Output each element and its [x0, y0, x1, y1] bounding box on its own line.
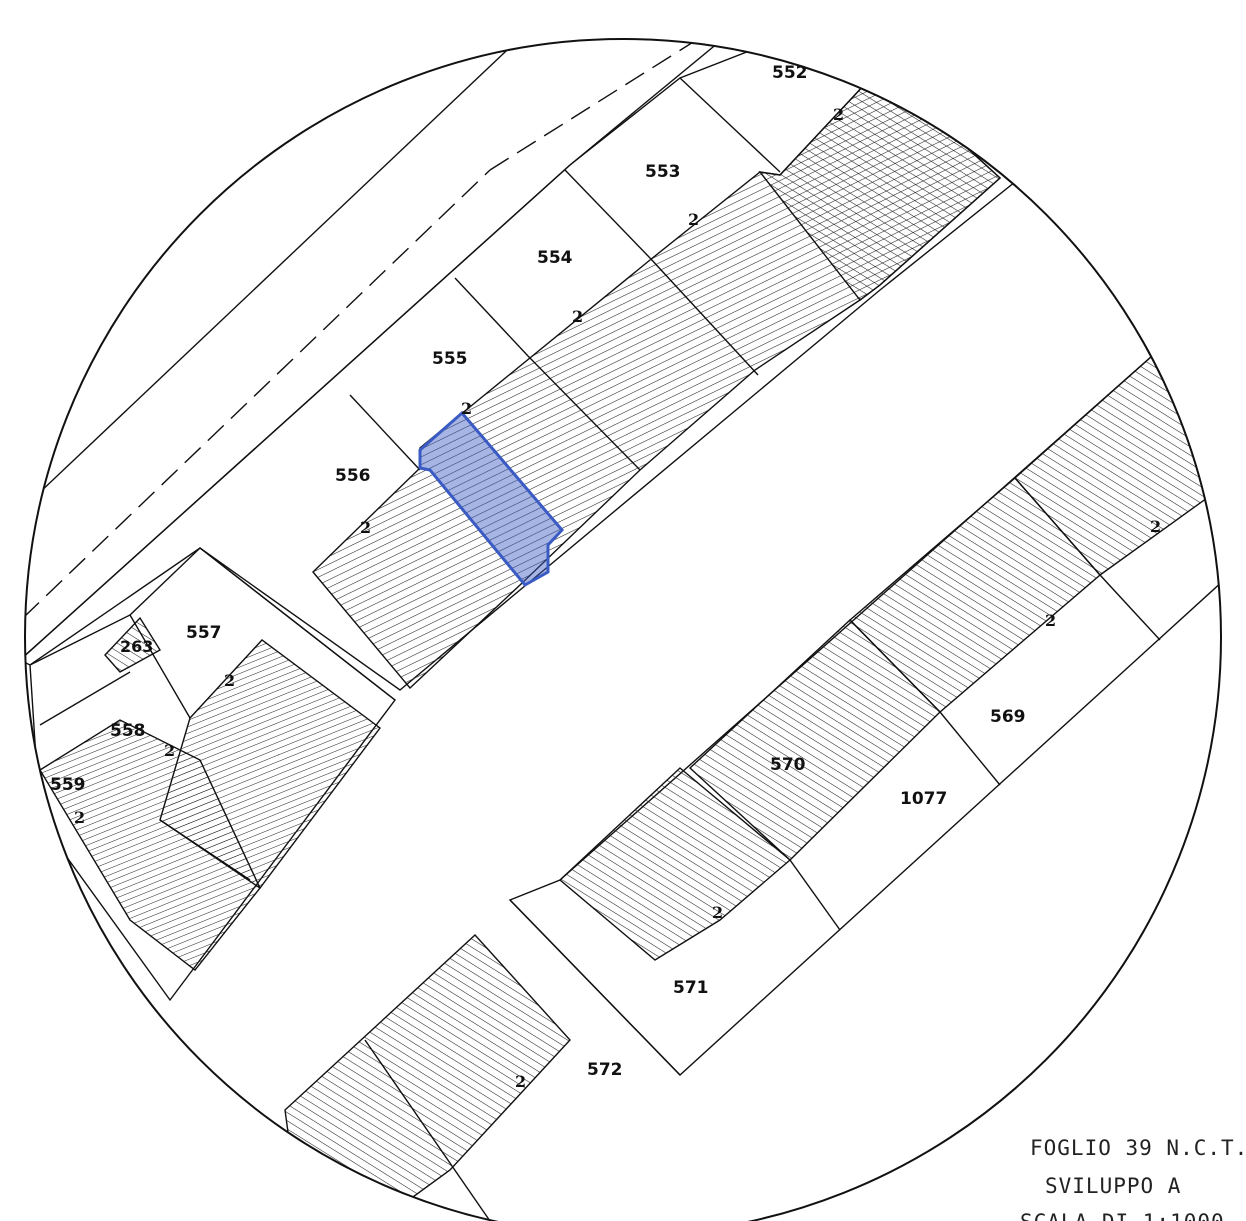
building-mark: 2 — [572, 307, 583, 326]
parcel-label-556: 556 — [335, 466, 371, 486]
parcel-boundary — [527, 355, 641, 471]
building-263 — [104, 616, 161, 673]
upper-block-outline — [25, 39, 1221, 691]
dashed-boundary-line — [25, 169, 491, 641]
building-mark: 2 — [1150, 517, 1161, 536]
map-circle-boundary — [24, 38, 1222, 1221]
road-edge-line — [25, 39, 561, 531]
building-mark: 2 — [74, 808, 85, 827]
building-mark: 2 — [515, 1072, 526, 1091]
building-mark: 2 — [1045, 611, 1056, 630]
building-mark: 2 — [833, 105, 844, 124]
parcel-label-553: 553 — [645, 162, 681, 182]
legend-development: SVILUPPO A — [1045, 1174, 1181, 1198]
highlighted-parcel[interactable] — [418, 410, 565, 587]
parcel-label-559: 559 — [50, 775, 86, 795]
building-mark: 2 — [461, 399, 472, 418]
building-mark: 2 — [224, 671, 235, 690]
building-572 — [284, 934, 571, 1221]
building-mark: 2 — [164, 741, 175, 760]
parcel-boundary — [349, 394, 421, 471]
parcel-label-1077: 1077 — [900, 789, 947, 809]
parcel-boundary — [159, 819, 251, 881]
parcel-boundary — [1099, 574, 1161, 641]
parcel-label-558: 558 — [110, 721, 146, 741]
parcel-label-569: 569 — [990, 707, 1026, 727]
parcel-boundary — [509, 899, 681, 1076]
parcel-boundary — [564, 169, 651, 259]
parcel-label-570: 570 — [770, 755, 806, 775]
parcel-boundary — [649, 257, 759, 376]
road-edge-line — [569, 39, 771, 166]
parcel-boundary — [39, 671, 131, 726]
legend-sheet: FOGLIO 39 N.C.T. — [1030, 1136, 1246, 1160]
building-mark: 2 — [360, 518, 371, 537]
parcel-boundary — [364, 1039, 491, 1221]
parcel-boundary — [129, 614, 191, 719]
building-571 — [558, 767, 792, 961]
dashed-boundary-line — [489, 39, 761, 171]
building-558-559 — [39, 719, 261, 971]
parcel-label-572: 572 — [587, 1060, 623, 1080]
parcel-label-571: 571 — [673, 978, 709, 998]
parcel-boundary — [939, 711, 1001, 786]
parcel-boundary — [454, 277, 529, 357]
building-mark: 2 — [688, 210, 699, 229]
parcel-boundary — [789, 859, 841, 931]
legend-scale: SCALA DI 1:1000 — [1020, 1210, 1225, 1221]
building-mark: 2 — [712, 903, 723, 922]
map-legend: FOGLIO 39 N.C.T. SVILUPPO A SCALA DI 1:1… — [1020, 1136, 1246, 1221]
parcel-label-552: 552 — [772, 63, 808, 83]
parcel-boundary — [679, 77, 781, 173]
parcel-label-555: 555 — [432, 349, 468, 369]
parcel-label-263: 263 — [120, 637, 153, 656]
parcel-label-557: 557 — [186, 623, 222, 643]
parcel-label-554: 554 — [537, 248, 573, 268]
